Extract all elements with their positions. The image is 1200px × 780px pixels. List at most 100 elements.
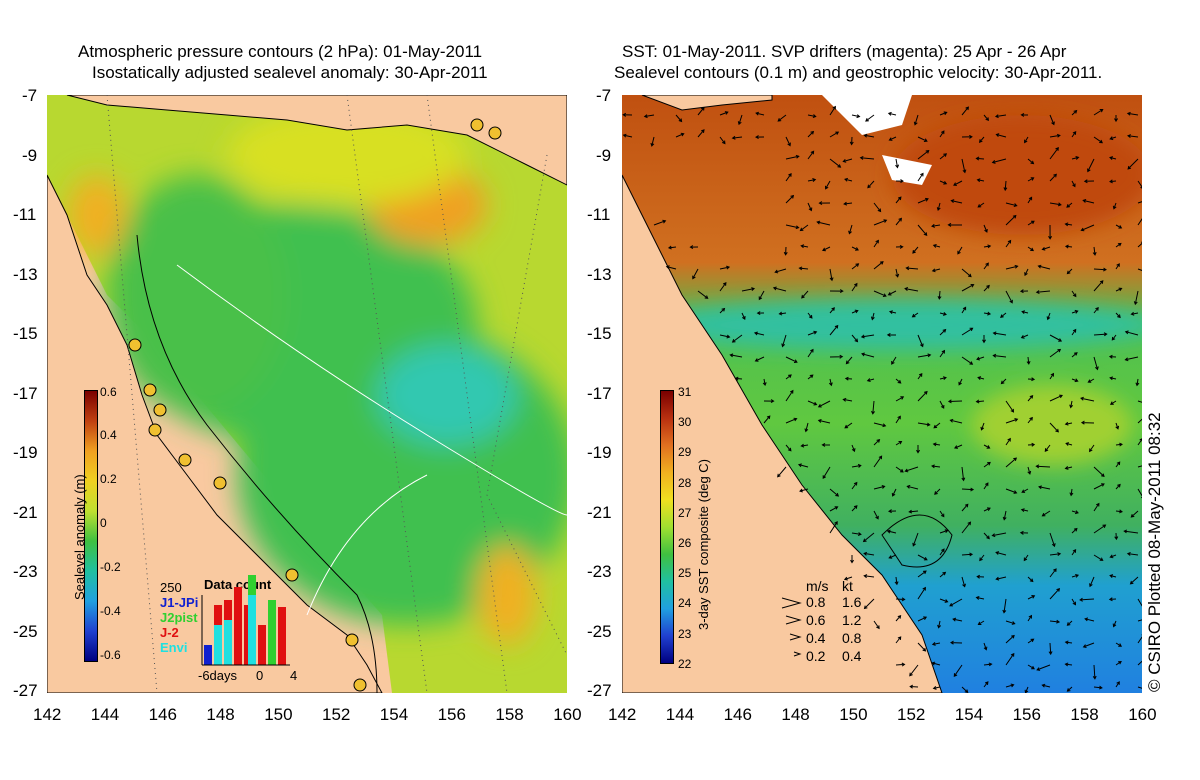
sealevel-colorbar-title: Sealevel anomaly (m) [72,474,87,600]
velocity-arrow [983,224,988,233]
velocity-arrow [1114,115,1119,123]
velocity-arrow [995,576,1007,581]
velocity-arrow [719,136,726,145]
count-bar [268,600,276,665]
lat-tick-label: -23 [13,562,38,581]
velocity-arrow [939,312,947,316]
velocity-arrow [719,307,726,314]
lon-tick-label: 142 [33,705,62,724]
velocity-arrow [1005,620,1016,625]
velocity-arrow [895,268,900,278]
velocity-arrow [1071,156,1080,160]
velocity-arrow [829,268,834,282]
velocity-arrow [817,400,831,408]
velocity-arrow [1115,422,1120,430]
velocity-arrow [888,554,897,559]
velocity-arrow [961,576,966,588]
velocity-arrow [1137,465,1142,468]
velocity-arrow [887,290,897,296]
lat-tick-label: -7 [596,86,612,105]
velocity-arrow [939,130,945,138]
velocity-arrow [1049,372,1055,380]
velocity-arrow [1137,201,1142,204]
velocity-arrow [692,268,699,280]
velocity-arrow [978,136,985,143]
velocity-arrow [1021,488,1029,493]
velocity-arrow [675,132,685,138]
velocity-arrow [983,244,992,249]
velocity-arrow [931,464,941,469]
velocity-arrow [807,178,817,182]
velocity-arrow [888,136,897,141]
velocity-arrow [1069,400,1074,409]
velocity-arrow [931,661,941,666]
lat-tick-label: -25 [13,621,38,641]
velocity-arrow [1049,587,1061,600]
velocity-arrow [1024,136,1029,144]
velocity-arrow [844,376,853,381]
velocity-arrow [873,239,879,248]
velocity-arrow [829,324,839,336]
legend-ms: 0.2 [806,648,826,664]
velocity-arrow [939,548,945,556]
velocity-arrow [1109,554,1117,559]
velocity-arrow [939,111,948,116]
velocity-arrow [1071,378,1079,383]
velocity-arrow [783,246,788,256]
legend-arrow [785,615,802,625]
velocity-arrow [851,282,858,292]
velocity-arrow [1071,352,1078,358]
lon-tick-label: 156 [1012,705,1041,724]
velocity-arrow [777,114,787,122]
velocity-arrow [1137,180,1142,189]
velocity-arrow [1027,664,1035,670]
velocity-arrow [1005,239,1012,248]
velocity-arrow [650,136,655,147]
velocity-arrow [843,576,853,581]
velocity-arrow [953,444,963,449]
velocity-arrow [822,466,831,480]
velocity-arrow [821,442,831,447]
velocity-arrow [977,202,985,208]
velocity-arrow [975,156,985,161]
velocity-arrow [829,289,844,294]
velocity-arrow [1044,444,1051,452]
velocity-arrow [1035,290,1051,295]
velocity-arrow [1137,418,1142,424]
velocity-arrow [980,422,985,431]
tide-gauge-marker [143,383,157,397]
velocity-arrow [886,332,897,337]
count-bar [214,625,222,665]
velocity-arrow [931,268,941,273]
tide-gauge-marker [178,453,192,467]
sst-colorbar-title: 3-day SST composite (deg C) [696,459,711,630]
velocity-arrow [895,158,900,169]
velocity-arrow [1115,461,1121,468]
velocity-arrow [1049,133,1061,138]
velocity-arrow [825,180,831,190]
velocity-arrow [1114,532,1119,541]
velocity-arrow [1020,112,1029,117]
velocity-arrow [797,463,809,468]
velocity-arrow [734,376,743,381]
velocity-arrow [1080,224,1095,232]
velocity-arrow [1071,180,1076,188]
cloud-mask [882,155,932,185]
velocity-arrow [1093,524,1107,534]
velocity-arrow [983,532,990,540]
left-title-line2: Isostatically adjusted sealevel anomaly:… [92,63,488,82]
velocity-arrow [667,245,677,250]
sst-colorbar [660,390,674,664]
velocity-arrow [741,312,746,320]
legend-ms: 0.8 [806,594,826,610]
velocity-arrow [1137,438,1142,446]
copyright-text: © CSIRO Plotted 08-May-2011 08:32 [1145,412,1164,692]
velocity-arrow [1092,664,1097,680]
velocity-arrow [1049,147,1059,160]
lon-tick-label: 142 [608,705,637,724]
velocity-arrow [983,114,990,122]
velocity-arrow [697,106,705,116]
legend-kt: 0.4 [842,648,862,664]
velocity-arrow [816,220,831,226]
velocity-arrow [871,400,875,415]
